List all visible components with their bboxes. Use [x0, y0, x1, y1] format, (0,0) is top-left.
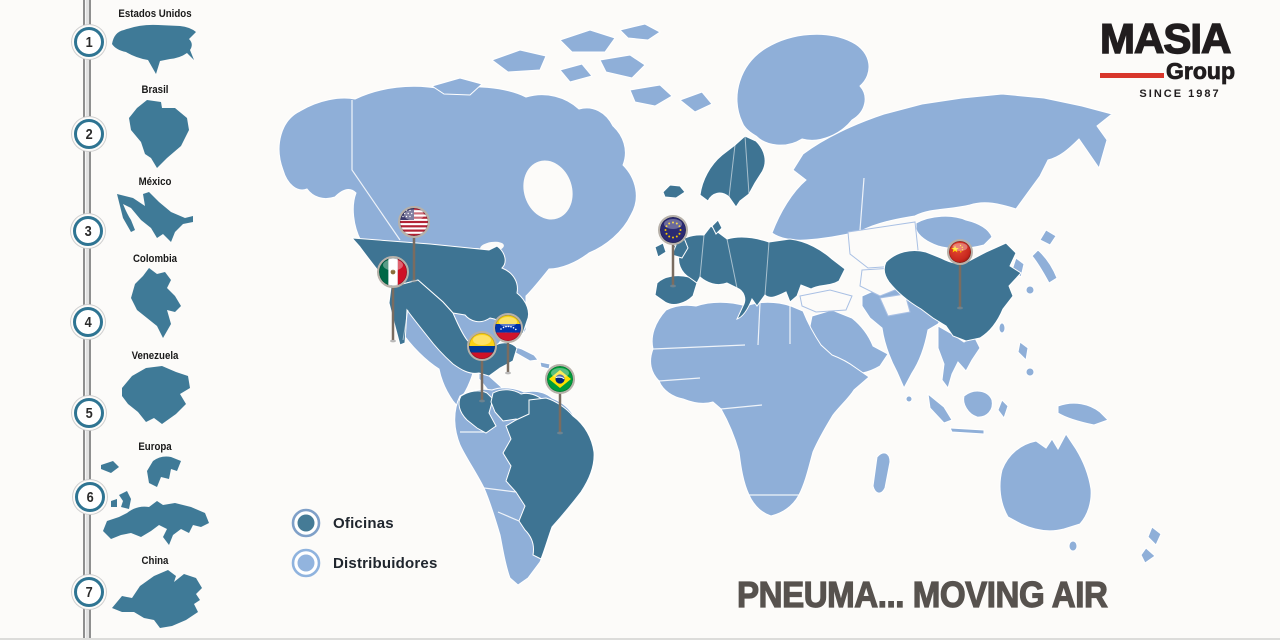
eu-flag-pin[interactable] [658, 215, 688, 288]
colombia-silhouette-icon [131, 268, 181, 338]
timeline-step-2[interactable]: 2 [74, 119, 104, 149]
office-country-borders [402, 135, 770, 341]
brand-name: MASIA [1099, 15, 1232, 62]
legend-offices-label: Oficinas [333, 514, 394, 532]
venezuela-flag-pin[interactable] [493, 313, 523, 375]
mexico-flag-pin[interactable] [377, 256, 409, 343]
usa-silhouette-icon [112, 24, 196, 74]
china-flag-pin[interactable] [947, 239, 973, 310]
tagline: PNEUMA... MOVING AIR [736, 573, 1108, 615]
sidebar-label-china: China [141, 555, 169, 567]
brand-red-line [1100, 73, 1164, 78]
usa-flag-pin[interactable] [398, 206, 430, 283]
sidebar-label-estados-unidos: Estados Unidos [118, 8, 192, 20]
legend-distributors-label: Distribuidores [333, 554, 438, 572]
china-silhouette-icon [112, 570, 202, 628]
timeline-step-7[interactable]: 7 [74, 577, 104, 607]
sidebar-label-mexico: México [138, 176, 172, 188]
brand-logo: MASIA Group SINCE 1987 [1099, 15, 1250, 100]
office-countries [350, 135, 1022, 560]
timeline-step-5[interactable]: 5 [74, 398, 104, 428]
offices-marker-icon [291, 508, 321, 538]
timeline-step-1[interactable]: 1 [74, 27, 104, 57]
distributors-marker-icon [291, 548, 321, 578]
legend-distributors: Distribuidores [291, 548, 437, 578]
bottom-divider [0, 638, 1280, 640]
timeline-step-3[interactable]: 3 [73, 216, 103, 246]
legend-offices: Oficinas [291, 508, 437, 538]
sidebar-label-colombia: Colombia [132, 253, 178, 265]
map-legend: Oficinas Distribuidores [291, 508, 437, 588]
colombia-flag-pin[interactable] [467, 331, 497, 403]
brazil-silhouette-icon [129, 100, 189, 168]
brand-since: SINCE 1987 [1139, 88, 1221, 100]
timeline-step-6[interactable]: 6 [75, 482, 105, 512]
venezuela-silhouette-icon [122, 366, 190, 424]
mexico-silhouette-icon [117, 192, 193, 242]
country-borders [351, 100, 865, 522]
sidebar-label-europa: Europa [138, 441, 172, 453]
brand-sub: Group [1166, 58, 1236, 84]
europe-silhouette-icon [101, 456, 209, 545]
brazil-flag-pin[interactable] [545, 364, 575, 435]
sidebar-label-venezuela: Venezuela [131, 350, 179, 362]
sidebar-label-brasil: Brasil [141, 84, 169, 96]
timeline-step-4[interactable]: 4 [73, 307, 103, 337]
